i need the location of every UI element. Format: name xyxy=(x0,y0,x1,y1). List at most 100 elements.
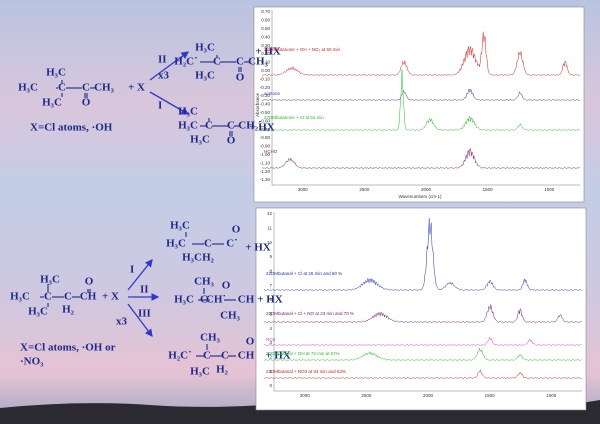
scheme2-bonds xyxy=(40,232,236,357)
reagent: + X xyxy=(102,291,119,303)
atom: H₃C xyxy=(42,97,62,109)
atom: O xyxy=(246,336,255,348)
legend-label: acetone xyxy=(264,91,281,96)
atom: CH₂˙ xyxy=(238,120,261,132)
atom: CH₃ xyxy=(220,310,241,322)
legend-label: 22DMbutanal + OH at 72 min at 67% xyxy=(266,351,340,356)
atom: + HX xyxy=(255,46,281,58)
scheme1-bonds xyxy=(56,51,250,136)
y-tick-label: 9 xyxy=(269,254,272,259)
y-tick-label: 4 xyxy=(269,326,272,331)
atom: H₃C xyxy=(46,67,66,79)
y-tick-label: 0.60 xyxy=(261,18,270,23)
legend-label: 22DMbutanal + Cl at 26 min and 60 % xyxy=(266,271,342,276)
atom: H₃C xyxy=(178,106,198,118)
atom: H₃C xyxy=(40,274,60,286)
x-tick-label: 3000 xyxy=(300,393,311,398)
atom: C xyxy=(213,56,221,68)
atom: H₂ xyxy=(202,252,215,264)
legend-label: HCHO xyxy=(264,149,278,154)
atom: O xyxy=(82,97,91,109)
atom: H₃C xyxy=(182,252,202,264)
spectra-traces xyxy=(261,31,582,379)
atom: CH˙ xyxy=(206,294,226,306)
atom: C xyxy=(203,350,211,362)
y-tick-label: -1.00 xyxy=(260,152,271,157)
atom: C xyxy=(64,291,72,303)
atom: CH₃ xyxy=(248,56,269,68)
spectrum-trace xyxy=(263,369,582,379)
y-tick-label: -0.50 xyxy=(260,110,271,115)
arrow-label: III xyxy=(138,308,151,320)
atom: H₂ xyxy=(62,304,75,316)
y-tick-label: 11 xyxy=(267,226,272,231)
spectrum-trace xyxy=(263,336,582,346)
y-tick-label: -0.90 xyxy=(260,144,271,149)
y-tick-label: -0.80 xyxy=(260,135,271,140)
atom: C˙ xyxy=(226,238,238,250)
y-tick-label: 0.70 xyxy=(261,9,270,14)
atom: H₃C xyxy=(166,238,186,250)
arrow-label: II xyxy=(158,54,167,66)
atom: H₂ xyxy=(216,364,229,376)
x-axis-title: Wavenumbers (cm-1) xyxy=(398,194,442,199)
y-tick-label: 0.50 xyxy=(261,26,270,31)
atom: CH₃ xyxy=(94,82,115,94)
atom: H₃C xyxy=(190,134,210,146)
x-tick-label: 2500 xyxy=(361,393,372,398)
y-tick-label: 3 xyxy=(269,340,272,345)
atom: H₃C xyxy=(174,294,194,306)
spectrum-panel-bottom xyxy=(255,207,587,411)
condition-note: X=Cl atoms, ·OH or xyxy=(20,342,116,354)
atom: H₃C xyxy=(18,82,38,94)
x-tick-label: 1000 xyxy=(544,187,555,192)
atom: C xyxy=(200,294,208,306)
condition-note: X=Cl atoms, ·OH xyxy=(30,122,113,134)
atom: H₂C˙ xyxy=(168,350,191,362)
x-tick-label: 1500 xyxy=(483,187,494,192)
spectrum-panel-top xyxy=(253,6,585,203)
y-tick-label: -0.30 xyxy=(260,93,271,98)
atom: H₃C xyxy=(178,120,198,132)
atom: C xyxy=(44,291,52,303)
spectrum-trace xyxy=(261,148,580,169)
atom: C xyxy=(236,56,244,68)
condition-note: ·NO₃ xyxy=(20,356,44,368)
y-tick-label: -1.20 xyxy=(260,169,271,174)
atom: CH xyxy=(80,291,97,303)
atom: + HX xyxy=(265,350,291,362)
atom: H₃C xyxy=(190,366,210,378)
x-tick-label: 1500 xyxy=(485,393,496,398)
spectrum-trace xyxy=(263,218,582,291)
atom: C xyxy=(227,120,235,132)
y-tick-label: 12 xyxy=(267,211,273,216)
y-tick-label: 0 xyxy=(269,383,272,388)
spectrum-trace xyxy=(262,69,580,131)
y-tick-label: 2 xyxy=(269,355,272,360)
y-tick-label: 8 xyxy=(269,269,272,274)
arrow-label: II xyxy=(140,284,149,296)
atom: O xyxy=(85,276,94,288)
legend-label: 22DMbutanone + OH + NO₂ at 60 min xyxy=(264,47,341,52)
atom: C xyxy=(204,238,212,250)
y-tick-label: 0.30 xyxy=(261,43,270,48)
atom: O xyxy=(227,135,236,147)
atom: H₃C xyxy=(195,42,215,54)
spectrum-trace xyxy=(261,31,580,76)
y-tick-label: 6 xyxy=(269,297,272,302)
y-tick-label: 0.00 xyxy=(261,68,270,73)
y-tick-label: -0.40 xyxy=(260,102,271,107)
arrow-label: I xyxy=(158,100,162,112)
y-tick-label: -0.20 xyxy=(260,85,271,90)
atom: C xyxy=(82,82,90,94)
atom: CH₃ xyxy=(194,276,215,288)
atom: C xyxy=(205,120,213,132)
x-tick-label: 2000 xyxy=(421,187,432,192)
spectrum-trace xyxy=(263,304,582,323)
y-tick-label: -1.10 xyxy=(260,160,271,165)
spectrum-trace xyxy=(264,347,582,361)
arrow-label: x3 xyxy=(116,316,128,328)
x-tick-label: 3000 xyxy=(298,187,309,192)
atom: H₂C˙ xyxy=(174,56,197,68)
